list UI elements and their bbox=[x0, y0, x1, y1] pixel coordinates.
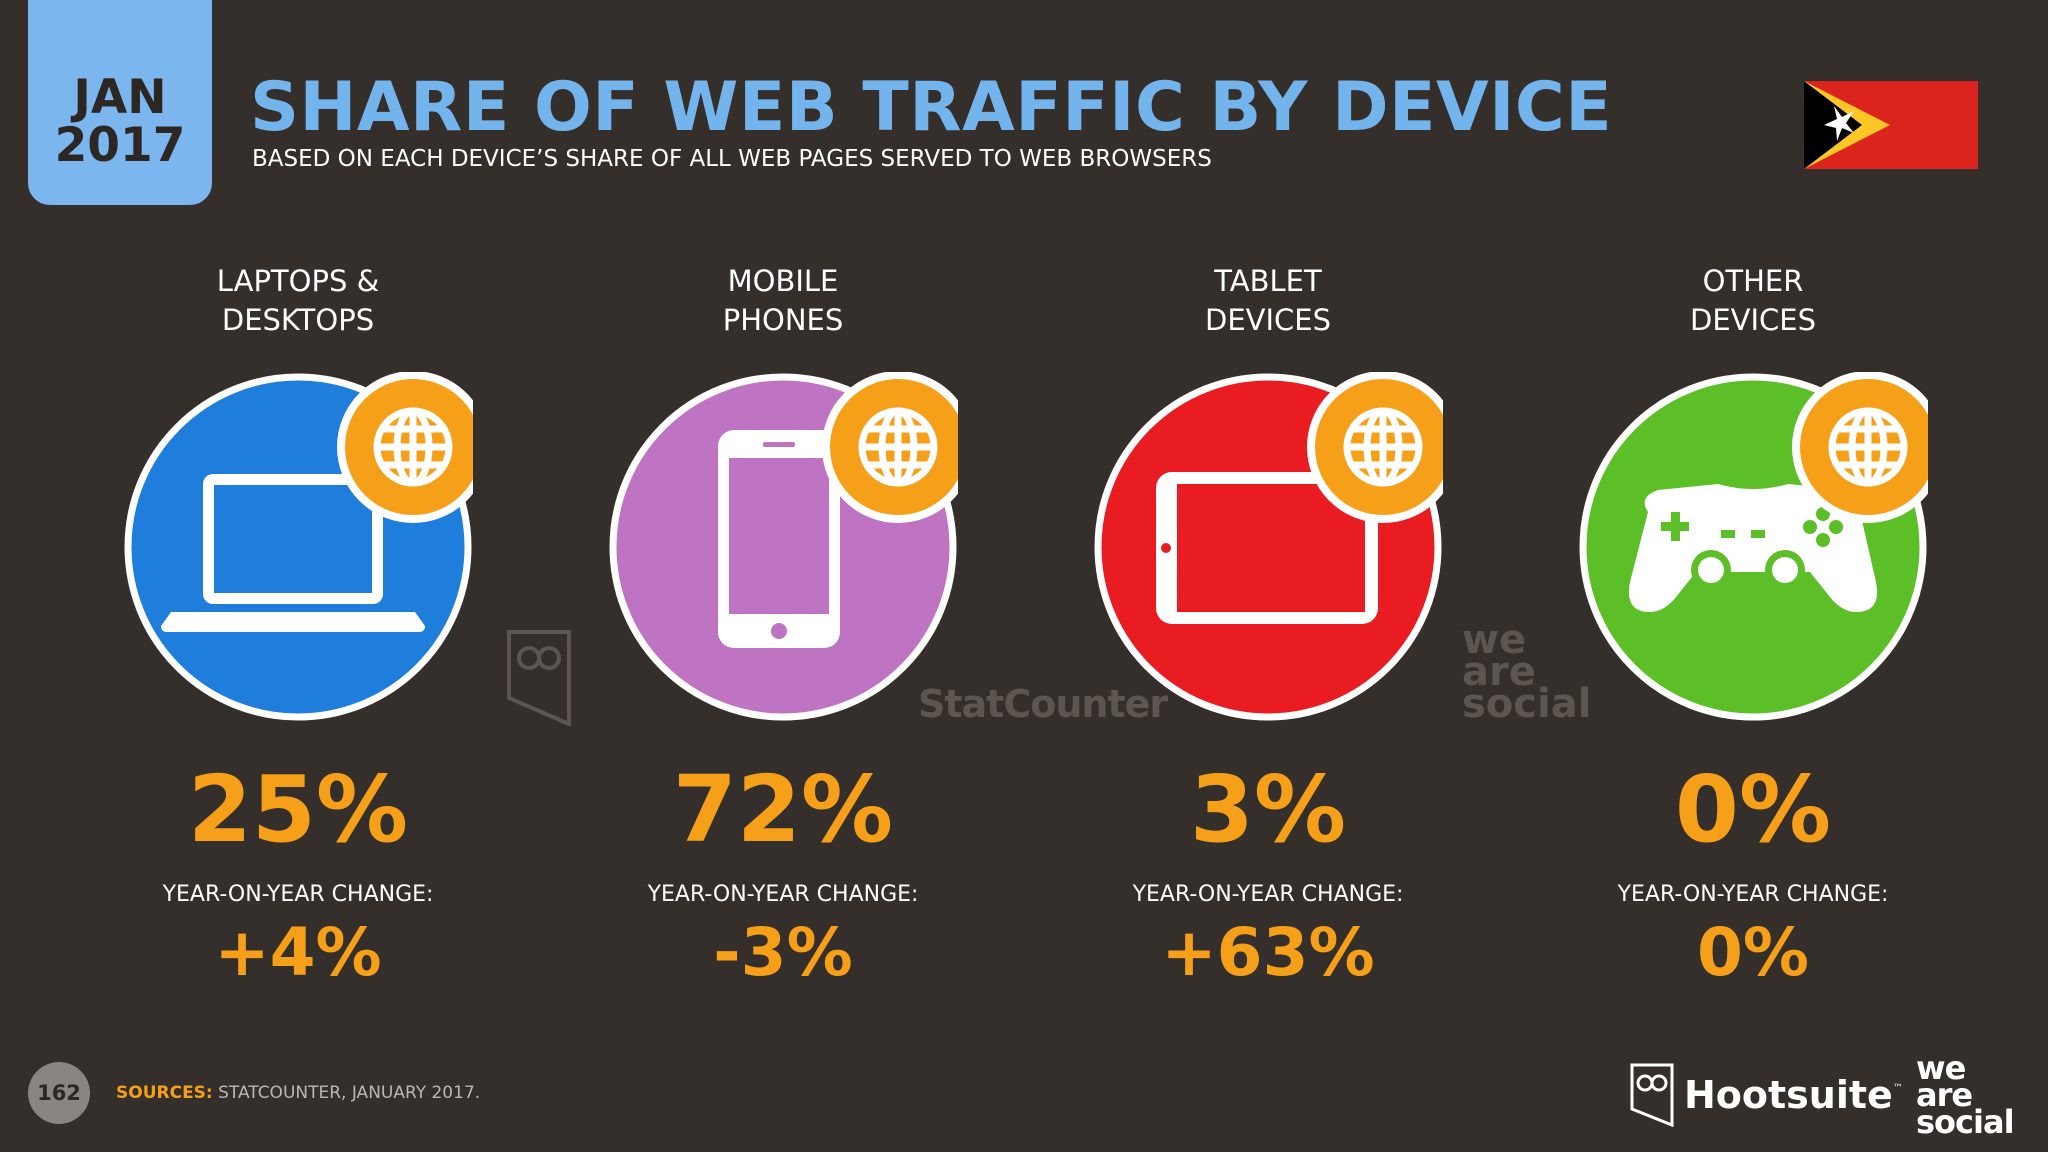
game-controller-icon bbox=[1579, 372, 1928, 721]
page-subtitle: BASED ON EACH DEVICE’S SHARE OF ALL WEB … bbox=[252, 146, 1212, 172]
date-year: 2017 bbox=[54, 118, 186, 173]
share-value: 3% bbox=[1189, 756, 1347, 863]
yoy-value: -3% bbox=[713, 914, 853, 991]
statcounter-watermark: StatCounter bbox=[918, 682, 1168, 726]
globe-badge-icon bbox=[822, 372, 958, 523]
device-label: LAPTOPS & DESKTOPS bbox=[216, 264, 380, 337]
tablet-icon bbox=[1094, 372, 1443, 721]
yoy-label: YEAR-ON-YEAR CHANGE: bbox=[1132, 882, 1404, 907]
wearesocial-logo: we are social bbox=[1916, 1049, 2015, 1141]
mobile-phone-icon bbox=[609, 372, 958, 721]
yoy-label: YEAR-ON-YEAR CHANGE: bbox=[647, 882, 919, 907]
page-number: 162 bbox=[28, 1062, 90, 1124]
yoy-label: YEAR-ON-YEAR CHANGE: bbox=[162, 882, 434, 907]
yoy-value: 0% bbox=[1696, 914, 1810, 991]
date-month: JAN bbox=[73, 70, 167, 125]
timor-leste-flag-icon bbox=[1804, 81, 1978, 169]
share-value: 25% bbox=[187, 756, 409, 863]
hootsuite-logo: Hootsuite ™ bbox=[1630, 1063, 1903, 1127]
date-tab: JAN 2017 bbox=[28, 0, 212, 205]
sources-note: SOURCES: STATCOUNTER, JANUARY 2017. bbox=[116, 1083, 481, 1103]
share-value: 0% bbox=[1674, 756, 1832, 863]
yoy-value: +63% bbox=[1161, 914, 1375, 991]
share-value: 72% bbox=[672, 756, 894, 863]
globe-badge-icon bbox=[1307, 372, 1443, 523]
hootsuite-owl-watermark-icon bbox=[507, 630, 571, 726]
page-title: SHARE OF WEB TRAFFIC BY DEVICE bbox=[250, 68, 1613, 147]
device-label: TABLET DEVICES bbox=[1204, 264, 1332, 337]
yoy-value: +4% bbox=[214, 914, 382, 991]
wearesocial-watermark: we are social bbox=[1462, 617, 1592, 727]
device-label: MOBILE PHONES bbox=[722, 264, 844, 337]
globe-badge-icon bbox=[1792, 372, 1928, 523]
device-label: OTHER DEVICES bbox=[1689, 264, 1817, 337]
laptop-icon bbox=[124, 372, 473, 721]
hootsuite-owl-icon bbox=[1630, 1063, 1674, 1127]
globe-badge-icon bbox=[337, 372, 473, 523]
yoy-label: YEAR-ON-YEAR CHANGE: bbox=[1617, 882, 1889, 907]
